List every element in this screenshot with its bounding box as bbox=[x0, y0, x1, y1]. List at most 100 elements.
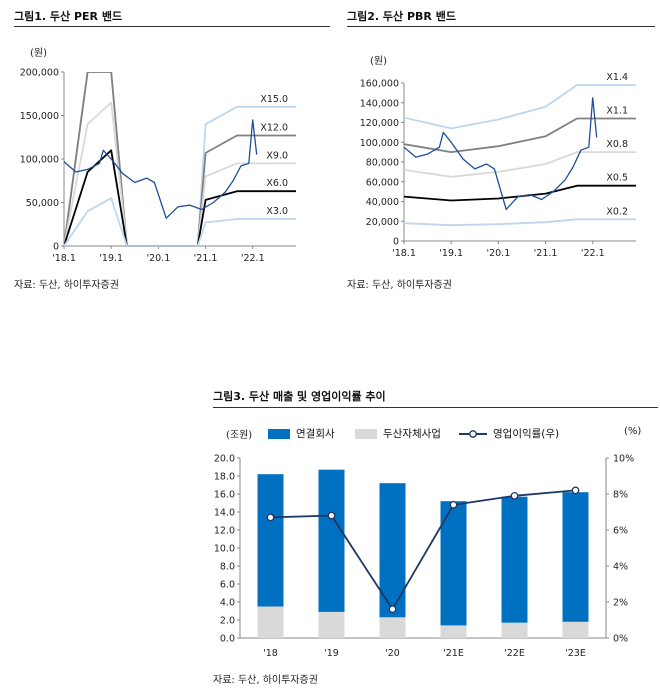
pbr-y-tick-label: 20,000 bbox=[366, 217, 399, 228]
pbr-price-line bbox=[404, 97, 598, 211]
fig3-bar-consolidated bbox=[318, 469, 345, 612]
per-band-label: X9.0 bbox=[266, 150, 288, 161]
pbr-band-line-X1_4 bbox=[404, 84, 636, 130]
per-x-tick-label: '22.1 bbox=[241, 253, 265, 264]
fig3-bar-own-business bbox=[440, 625, 467, 638]
fig3-left-tick-label: 2.0 bbox=[220, 616, 235, 627]
fig3-left-tick-label: 8.0 bbox=[220, 562, 235, 573]
per-price-line bbox=[64, 119, 258, 219]
pbr-x-tick-label: '19.1 bbox=[439, 248, 463, 259]
fig3-x-tick-label: '22E bbox=[504, 648, 525, 659]
pbr-y-tick-label: 140,000 bbox=[360, 98, 399, 109]
fig3-right-tick-label: 6% bbox=[613, 526, 628, 537]
pbr-x-tick-label: '22.1 bbox=[581, 248, 605, 259]
figure3-unit-right: (%) bbox=[624, 426, 642, 437]
fig3-right-tick-label: 10% bbox=[613, 454, 634, 465]
fig3-bar-consolidated bbox=[257, 474, 284, 607]
pbr-band-label: X1.1 bbox=[606, 106, 628, 117]
figure3-source: 자료: 두산, 하이투자증권 bbox=[213, 675, 318, 686]
per-y-tick-label: 100,000 bbox=[20, 155, 59, 166]
fig3-left-tick-label: 20.0 bbox=[214, 454, 235, 465]
fig3-bar-own-business bbox=[562, 621, 589, 638]
fig3-margin-point bbox=[449, 500, 458, 509]
fig3-bar-consolidated bbox=[501, 496, 528, 623]
pbr-y-tick-label: 0 bbox=[393, 237, 399, 248]
figure3-chart: 20.0 18.0 16.0 14.0 12.0 10.0 8.0 6.0 4.0 2.0 0.0 1… bbox=[214, 454, 634, 660]
pbr-band-line-X0_2 bbox=[404, 218, 636, 227]
pbr-y-tick-label: 100,000 bbox=[360, 138, 399, 149]
per-y-tick-label: 50,000 bbox=[26, 198, 59, 209]
fig3-left-tick-label: 16.0 bbox=[214, 490, 235, 501]
fig3-x-tick-label: '21E bbox=[443, 648, 464, 659]
per-x-tick-label: '19.1 bbox=[99, 253, 123, 264]
figure1-title-rule bbox=[14, 26, 330, 27]
pbr-y-tick-label: 160,000 bbox=[360, 79, 399, 90]
legend-item-own-business: 두산자체사업 bbox=[355, 426, 441, 441]
fig3-margin-point bbox=[571, 486, 580, 495]
fig3-bar-consolidated bbox=[562, 492, 589, 622]
pbr-x-tick-label: '18.1 bbox=[392, 248, 416, 259]
pbr-band-label: X0.8 bbox=[606, 139, 628, 150]
pbr-band-line-X0_5 bbox=[404, 184, 636, 202]
pbr-y-tick-label: 60,000 bbox=[366, 177, 399, 188]
fig3-margin-point bbox=[510, 491, 519, 500]
fig3-left-tick-label: 4.0 bbox=[220, 598, 235, 609]
per-x-tick-label: '21.1 bbox=[194, 253, 218, 264]
fig3-right-tick-label: 0% bbox=[613, 634, 628, 645]
pbr-y-tick-label: 80,000 bbox=[366, 158, 399, 169]
pbr-x-tick-label: '20.1 bbox=[486, 248, 510, 259]
fig3-left-tick-label: 18.0 bbox=[214, 472, 235, 483]
fig3-bar-own-business bbox=[501, 622, 528, 638]
figure3-title: 그림3. 두산 매출 및 영업이익률 추이 bbox=[213, 390, 386, 403]
pbr-band-line-X0_8 bbox=[404, 151, 636, 178]
pbr-band-label: X1.4 bbox=[606, 72, 628, 83]
pbr-y-tick-label: 40,000 bbox=[366, 197, 399, 208]
pbr-y-tick-label: 120,000 bbox=[360, 118, 399, 129]
per-y-tick-label: 200,000 bbox=[20, 68, 59, 79]
figure3-title-rule bbox=[213, 407, 658, 408]
pbr-band-label: X0.2 bbox=[606, 206, 628, 217]
fig3-bar-own-business bbox=[318, 611, 345, 638]
fig3-right-tick-label: 4% bbox=[613, 562, 628, 573]
fig3-bar-consolidated bbox=[379, 483, 406, 618]
per-band-line-X3_0 bbox=[64, 197, 296, 247]
fig3-margin-point bbox=[327, 511, 336, 520]
per-band-label: X12.0 bbox=[260, 123, 288, 134]
fig3-left-tick-label: 6.0 bbox=[220, 580, 235, 591]
figure3-unit-left: (조원) bbox=[226, 430, 253, 441]
legend-swatch-gray bbox=[355, 428, 377, 439]
figure2-source: 자료: 두산, 하이투자증권 bbox=[347, 280, 452, 291]
figure1-unit: (원) bbox=[30, 48, 48, 59]
per-band-line-X6_0 bbox=[64, 149, 296, 247]
fig3-bar-own-business bbox=[379, 617, 406, 638]
fig3-x-tick-label: '19 bbox=[324, 648, 339, 659]
legend-item-consolidated: 연결회사 bbox=[268, 426, 335, 441]
figure1-source: 자료: 두산, 하이투자증권 bbox=[14, 280, 119, 291]
per-x-tick-label: '20.1 bbox=[146, 253, 170, 264]
fig3-x-tick-label: '20 bbox=[385, 648, 400, 659]
per-x-tick-label: '18.1 bbox=[52, 253, 76, 264]
legend-label-own-business: 두산자체사업 bbox=[383, 428, 441, 440]
legend-label-op-margin: 영업이익률(우) bbox=[493, 428, 560, 440]
fig3-x-tick-label: '18 bbox=[263, 648, 278, 659]
per-band-label: X6.0 bbox=[266, 178, 288, 189]
per-band-label: X3.0 bbox=[266, 206, 288, 217]
fig3-bar-own-business bbox=[257, 606, 284, 638]
fig3-margin-point bbox=[266, 513, 275, 522]
per-band-label: X15.0 bbox=[260, 94, 288, 105]
figure1-title: 그림1. 두산 PER 밴드 bbox=[14, 10, 123, 23]
per-y-tick-label: 0 bbox=[53, 242, 59, 253]
fig3-x-tick-label: '23E bbox=[565, 648, 586, 659]
fig3-left-tick-label: 14.0 bbox=[214, 508, 235, 519]
legend-swatch-blue bbox=[268, 428, 290, 439]
pbr-band-line-X1_1 bbox=[404, 117, 636, 153]
fig3-margin-line bbox=[270, 489, 576, 611]
fig3-bar-consolidated bbox=[440, 501, 467, 626]
legend-line-glyph bbox=[459, 429, 487, 438]
pbr-x-tick-label: '21.1 bbox=[534, 248, 558, 259]
fig3-left-tick-label: 0.0 bbox=[220, 634, 235, 645]
fig3-margin-point bbox=[388, 605, 397, 614]
figure2-title-rule bbox=[347, 26, 655, 27]
fig3-left-tick-label: 10.0 bbox=[214, 544, 235, 555]
fig3-left-tick-label: 12.0 bbox=[214, 526, 235, 537]
